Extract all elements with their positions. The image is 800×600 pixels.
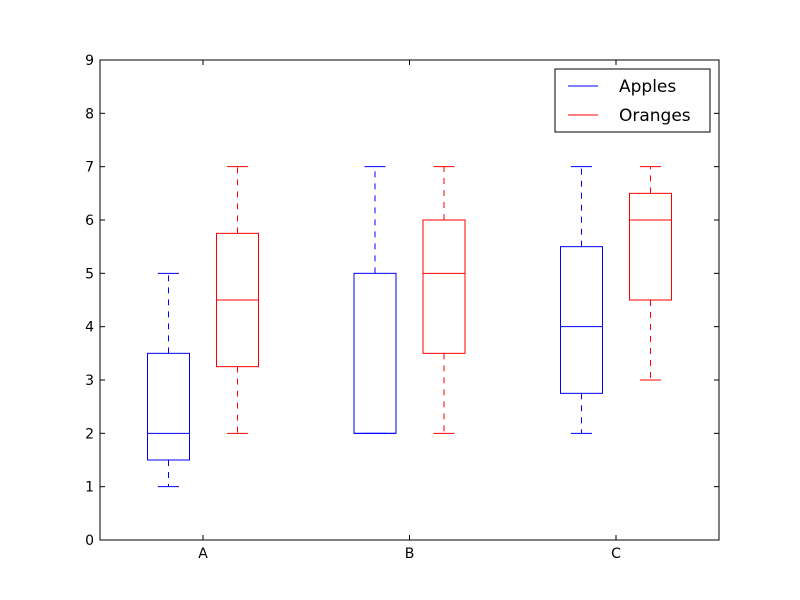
y-tick-label: 2 — [85, 426, 94, 442]
iqr-box — [147, 352, 190, 461]
legend: Apples Oranges — [554, 68, 711, 133]
iqr-box — [353, 272, 397, 434]
box-oranges-c — [629, 166, 672, 381]
box-oranges-a — [216, 166, 259, 434]
x-tick-label: B — [405, 546, 415, 562]
box-apples-c — [560, 166, 603, 434]
box-oranges-b — [422, 166, 466, 434]
y-tick-label: 0 — [85, 533, 94, 549]
iqr-box — [629, 192, 672, 301]
y-tick-label: 3 — [85, 373, 94, 389]
legend-label-apples: Apples — [619, 77, 676, 97]
plot-frame — [99, 59, 720, 541]
y-tick-label: 7 — [85, 160, 94, 176]
y-tick-label: 1 — [85, 480, 94, 496]
box-apples-a — [147, 272, 190, 488]
legend-frame — [554, 68, 711, 133]
box-apples-b — [353, 166, 397, 434]
boxes-layer — [147, 166, 672, 488]
y-tick-label: 8 — [85, 106, 94, 122]
y-tick-label: 6 — [85, 213, 94, 229]
legend-label-oranges: Oranges — [619, 106, 691, 126]
y-tick-label: 9 — [85, 53, 94, 69]
x-tick-label: A — [198, 546, 208, 562]
iqr-box — [422, 219, 466, 354]
x-tick-label: C — [611, 546, 621, 562]
y-tick-label: 5 — [85, 266, 94, 282]
y-tick-label: 4 — [85, 320, 94, 336]
iqr-box — [560, 246, 603, 394]
